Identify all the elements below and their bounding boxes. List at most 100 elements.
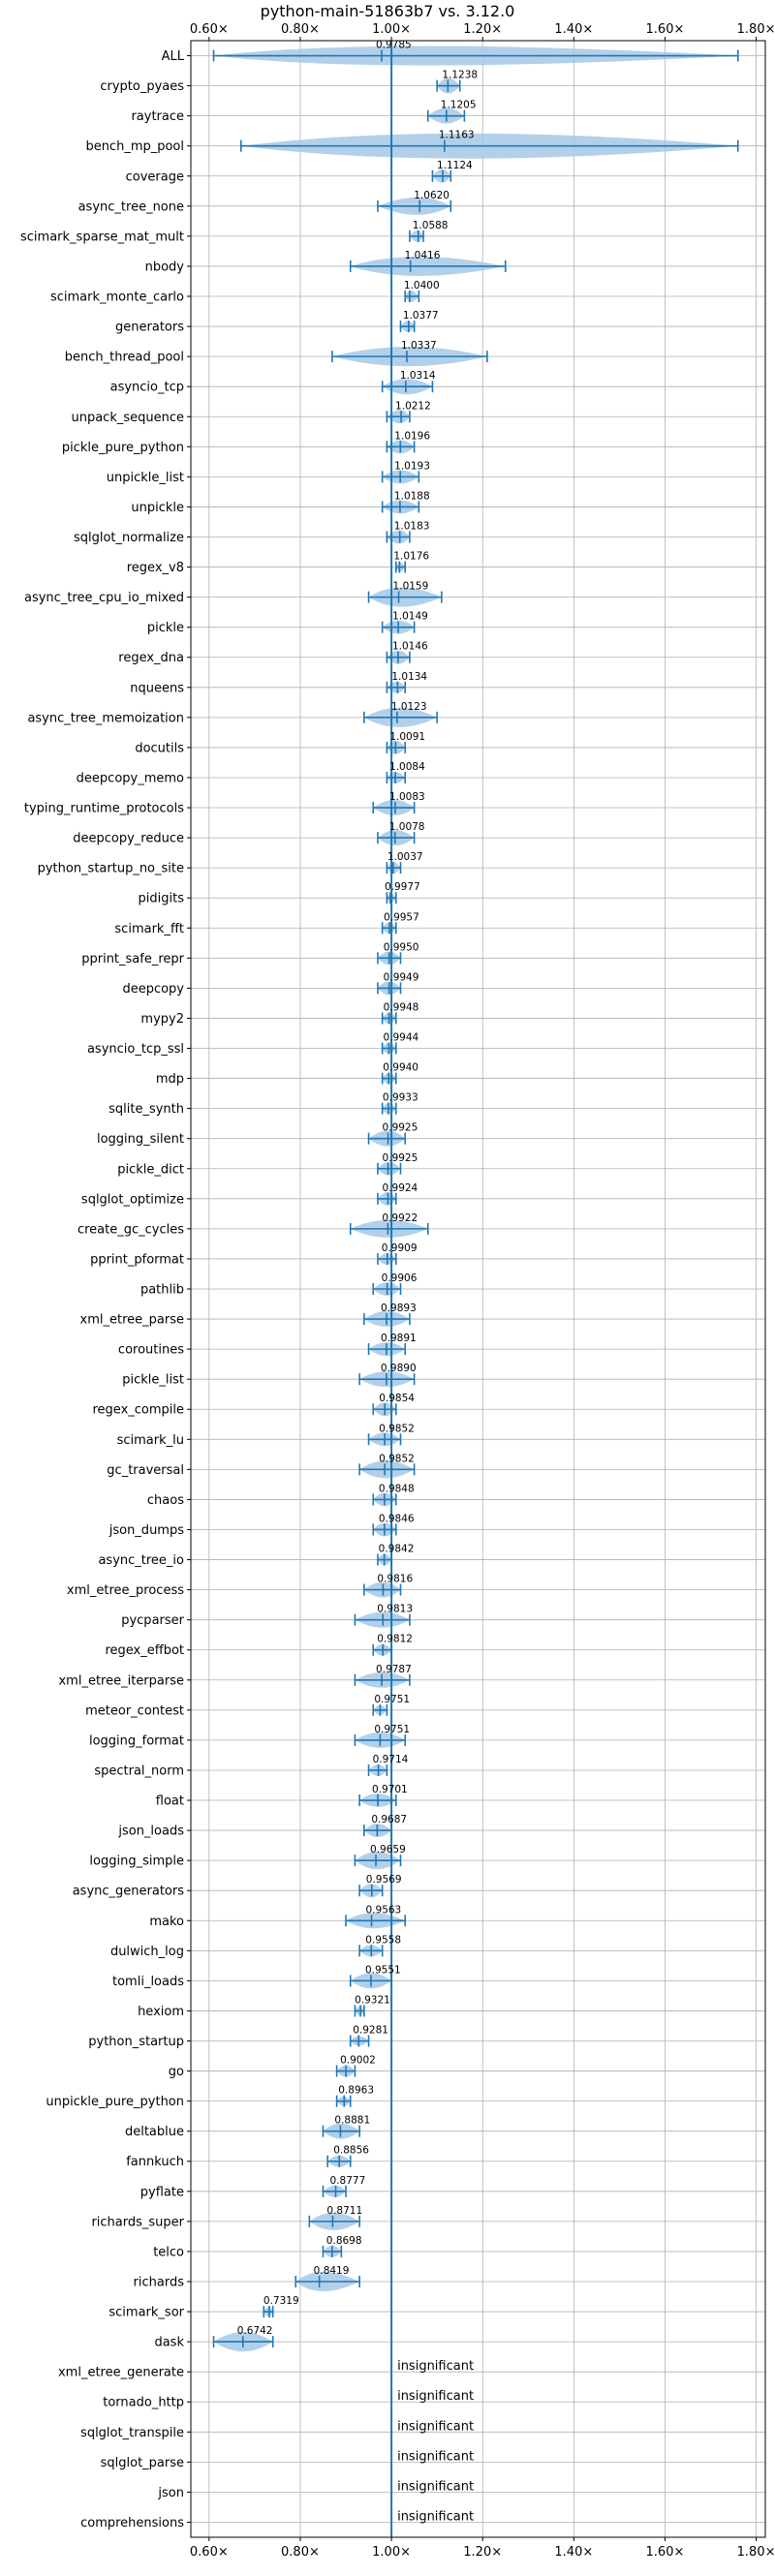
benchmark-label: tornado_http [103, 2396, 184, 2410]
value-label: 1.0337 [401, 340, 437, 352]
benchmark-label: scimark_lu [117, 1433, 184, 1448]
value-label: 1.0416 [405, 250, 441, 261]
benchmark-label: generators [115, 321, 184, 335]
value-label: 1.0212 [395, 400, 431, 412]
value-label: 1.0134 [391, 671, 427, 683]
value-label: 0.9751 [374, 1724, 410, 1735]
benchmark-label: asyncio_tcp [110, 381, 184, 395]
value-label: 0.9842 [379, 1544, 415, 1555]
value-label: 0.8419 [314, 2265, 350, 2277]
value-label: 0.9816 [377, 1574, 413, 1585]
benchmark-label: mypy2 [140, 1012, 184, 1027]
benchmark-label: docutils [135, 741, 184, 755]
benchmark-label: comprehensions [80, 2516, 184, 2530]
value-label: 1.0400 [404, 280, 440, 291]
value-label: 0.8963 [338, 2085, 374, 2097]
benchmark-label: pickle_list [122, 1373, 184, 1388]
benchmark-label: dulwich_log [110, 1945, 184, 1959]
benchmark-label: async_generators [73, 1885, 185, 1899]
benchmark-label: ALL [162, 49, 185, 64]
value-label: 0.9852 [379, 1423, 415, 1434]
value-label: 1.0620 [414, 190, 450, 201]
benchmark-label: xml_etree_process [67, 1583, 184, 1598]
x-tick-label-bottom: 1.00× [372, 2545, 411, 2560]
value-label: 0.9948 [384, 1001, 419, 1013]
value-label: 1.0159 [393, 581, 429, 593]
insignificant-label: insignificant [397, 2419, 474, 2434]
value-label: 1.1205 [441, 100, 477, 111]
benchmark-label: python_startup [88, 2035, 184, 2049]
benchmark-label: regex_v8 [127, 561, 184, 575]
benchmark-label: coroutines [118, 1343, 184, 1358]
value-label: 1.0091 [389, 731, 425, 743]
value-label: 0.9925 [383, 1152, 418, 1164]
value-label: 0.9848 [379, 1483, 415, 1494]
value-label: 0.9922 [382, 1212, 418, 1224]
benchmark-label: regex_dna [118, 651, 184, 665]
x-tick-label-bottom: 1.40× [554, 2545, 593, 2560]
value-label: 0.8777 [330, 2175, 366, 2187]
value-label: 0.8881 [334, 2115, 370, 2127]
value-label: 0.7319 [264, 2295, 299, 2307]
value-label: 0.9558 [365, 1934, 401, 1946]
value-label: 1.0176 [393, 551, 429, 563]
benchmark-label: create_gc_cycles [78, 1222, 184, 1237]
value-label: 0.9893 [381, 1303, 417, 1314]
benchmark-label: pidigits [139, 892, 185, 906]
value-label: 0.9701 [372, 1784, 408, 1795]
benchmark-label: sqlite_synth [108, 1102, 184, 1117]
grid-layer [191, 41, 765, 2537]
x-tick-label-top: 1.00× [372, 22, 411, 37]
benchmark-label: raytrace [131, 109, 184, 124]
value-label: 1.0314 [400, 370, 436, 382]
value-label: 1.0377 [403, 310, 439, 322]
value-label: 0.9950 [384, 941, 419, 953]
benchmark-label: pprint_safe_repr [81, 952, 184, 966]
value-label: 1.0123 [391, 701, 427, 713]
x-tick-label-bottom: 1.20× [463, 2545, 502, 2560]
benchmark-label: nbody [145, 260, 185, 274]
benchmark-label: pickle_dict [117, 1162, 184, 1177]
value-label: 0.9569 [366, 1874, 402, 1886]
value-label: 0.9940 [383, 1062, 418, 1074]
value-label: 0.9321 [355, 1994, 390, 2006]
benchmark-label: deepcopy_memo [77, 771, 184, 785]
value-label: 0.9551 [365, 1964, 401, 1976]
benchmark-label: scimark_sor [108, 2306, 184, 2320]
benchmark-label: logging_format [89, 1733, 184, 1748]
benchmark-label: float [156, 1794, 184, 1809]
value-label: 1.0588 [413, 220, 449, 231]
value-label: 0.9890 [381, 1363, 417, 1374]
benchmark-label: go [169, 2065, 184, 2079]
benchmark-label: sqlglot_parse [101, 2456, 184, 2470]
benchmark-label: meteor_contest [85, 1703, 184, 1718]
benchmark-label: bench_thread_pool [65, 351, 184, 365]
benchmark-label: gc_traversal [107, 1463, 184, 1478]
value-label: 0.9812 [377, 1634, 413, 1645]
benchmark-label: scimark_sparse_mat_mult [20, 230, 184, 244]
value-label: 1.0193 [394, 460, 430, 472]
value-label: 0.8698 [326, 2235, 362, 2247]
x-tick-label-bottom: 1.60× [646, 2545, 685, 2560]
benchmark-label: regex_compile [92, 1403, 184, 1418]
value-label: 1.0188 [394, 490, 430, 502]
value-label: 0.9751 [374, 1694, 410, 1705]
x-tick-label-top: 1.20× [463, 22, 502, 37]
chart-title: python-main-51863b7 vs. 3.12.0 [261, 2, 515, 20]
benchmark-label: spectral_norm [94, 1763, 184, 1778]
value-label: 1.1163 [439, 130, 475, 141]
benchmark-label: pathlib [140, 1283, 184, 1298]
value-label: 0.9906 [382, 1273, 418, 1284]
benchmark-label: async_tree_io [98, 1553, 184, 1568]
value-label: 0.9924 [383, 1182, 418, 1194]
value-label: 1.0196 [394, 430, 430, 442]
benchmark-label: logging_silent [97, 1132, 184, 1147]
value-label: 0.9785 [376, 40, 412, 51]
value-label: 0.6742 [237, 2325, 273, 2337]
benchmark-label: asyncio_tcp_ssl [87, 1042, 184, 1057]
benchmark-label: fannkuch [126, 2155, 184, 2169]
benchmark-label: sqlglot_optimize [81, 1192, 184, 1207]
benchmark-label: deltablue [125, 2125, 184, 2139]
benchmark-label: xml_etree_parse [80, 1313, 184, 1328]
insignificant-label: insignificant [397, 2359, 474, 2374]
